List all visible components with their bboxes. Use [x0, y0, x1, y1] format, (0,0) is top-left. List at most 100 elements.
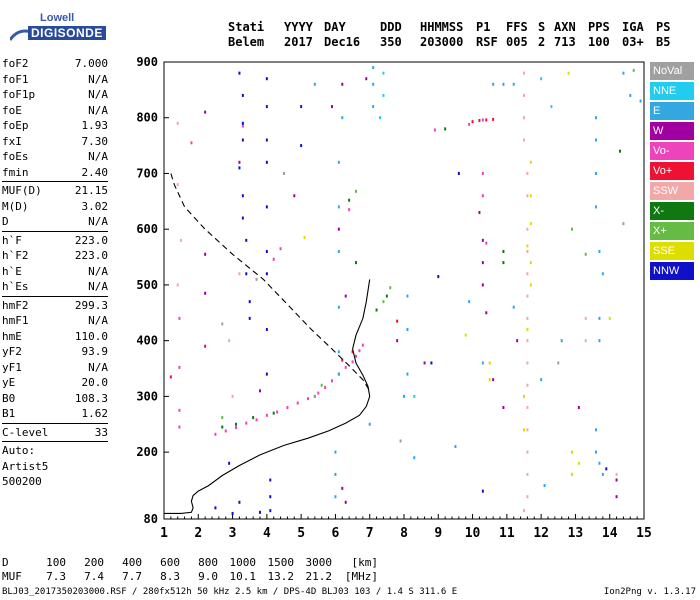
legend-item-nnw: NNW: [650, 262, 694, 280]
param-name: B1: [2, 407, 16, 420]
echo-point-ssw: [526, 428, 529, 432]
echo-point-sse: [577, 461, 580, 465]
header-label-10: IGA: [622, 20, 644, 34]
echo-point-e: [372, 82, 375, 86]
footer-cell: 1000: [229, 556, 257, 569]
x-tick-label: 10: [465, 526, 481, 541]
echo-point-sse: [488, 378, 491, 382]
echo-point-ssw: [523, 71, 525, 75]
echo-point-x: [584, 252, 587, 256]
echo-point-sse: [526, 328, 529, 332]
echo-point-ssw: [526, 294, 529, 298]
echo-point-nne: [540, 77, 543, 81]
echo-point-e: [601, 272, 604, 276]
digisonde-logo: Lowell DIGISONDE: [4, 6, 154, 46]
echo-point-vo: [279, 247, 282, 251]
header-label-0: Stati: [228, 20, 265, 34]
echo-point-x: [619, 149, 621, 153]
echo-point-e: [601, 472, 604, 476]
param-divider: [2, 181, 108, 182]
param-row: hmE 110.0: [2, 329, 108, 345]
header-value-2: Dec16: [324, 35, 361, 49]
echo-point-x: [571, 227, 573, 231]
param-row: hmF1 N/A: [2, 313, 108, 329]
file-info-line: BLJ03_2017350203000.RSF / 280fx512h 50 k…: [2, 587, 696, 597]
param-name: foF1p: [2, 88, 36, 101]
footer-cell: 7.7: [122, 570, 142, 583]
param-row: foEp 1.93: [2, 118, 108, 134]
param-row: M(D) 3.02: [2, 199, 108, 215]
echo-point-e: [413, 456, 416, 460]
echo-point-vo: [471, 120, 474, 124]
echo-point-e: [598, 316, 601, 320]
echo-point-vo: [276, 410, 279, 414]
echo-point-e: [372, 105, 375, 109]
version-info: Ion2Png v. 1.3.17: [603, 587, 696, 597]
echo-point-vo: [255, 418, 258, 422]
param-value: 33: [94, 425, 108, 439]
echo-point-ssw: [526, 194, 529, 198]
footer-d-label: D: [2, 556, 9, 569]
echo-point-w: [341, 82, 344, 86]
x-tick-label: 15: [636, 526, 652, 541]
param-value: 2.40: [81, 165, 109, 179]
param-value: 1.93: [81, 119, 109, 132]
echo-point-w: [492, 378, 495, 382]
echo-point-e: [595, 428, 597, 432]
echo-point-noval: [313, 394, 316, 398]
echo-point-e: [368, 422, 371, 426]
echo-point-nnw: [481, 489, 484, 493]
echo-point-vo: [265, 413, 268, 417]
header-values: Belem 2017 Dec16 350 203000 RSF 005 2 713 100 03+ B…: [228, 35, 676, 50]
header-value-0: Belem: [228, 35, 265, 49]
param-row: foE N/A: [2, 103, 108, 119]
echo-point-vo: [361, 343, 364, 347]
echo-point-sse: [571, 450, 573, 454]
echo-point-e: [372, 66, 375, 70]
echo-point-noval: [283, 171, 285, 175]
param-name: MUF(D): [2, 184, 42, 197]
echo-point-vo: [396, 319, 399, 323]
echo-point-ssw: [526, 383, 529, 387]
x-tick-label: 13: [568, 526, 584, 541]
echo-point-noval: [399, 439, 402, 443]
echo-point-vo: [478, 119, 481, 123]
param-row: MUF(D) 21.15: [2, 183, 108, 199]
echo-point-vo: [324, 385, 327, 389]
echo-point-w: [204, 252, 207, 256]
echo-point-nnw: [241, 194, 244, 198]
echo-point-e: [334, 450, 337, 454]
echo-point-nne: [550, 105, 553, 109]
parameter-table: foF2 7.000 foF1 N/A foF1p N/A foE N/A foEp 1.93 fx…: [2, 56, 108, 490]
param-value: 223.0: [74, 233, 108, 247]
legend-item-sse: SSE: [650, 242, 694, 260]
header-label-3: DDD: [380, 20, 402, 34]
param-name: foEp: [2, 119, 29, 132]
echo-point-nnw: [245, 238, 248, 242]
param-row: fmin 2.40: [2, 165, 108, 181]
echo-point-ssw: [526, 472, 529, 476]
header-value-6: 005: [506, 35, 528, 49]
param-row: h`F2 223.0: [2, 248, 108, 264]
param-value: 7.30: [81, 134, 109, 148]
param-value: 21.15: [74, 184, 108, 197]
echo-point-e: [540, 378, 543, 382]
echo-point-sse: [526, 244, 529, 248]
echo-point-sse: [608, 316, 611, 320]
echo-point-vo: [178, 316, 181, 320]
legend-item-noval: NoVal: [650, 62, 694, 80]
y-tick-label: 600: [136, 222, 158, 236]
param-name: fxI: [2, 134, 22, 148]
param-row: 500200: [2, 474, 108, 490]
echo-point-vo: [317, 391, 320, 395]
echo-point-ssw: [523, 509, 525, 513]
param-row: foF1 N/A: [2, 72, 108, 88]
header-value-9: 100: [588, 35, 610, 49]
header-label-6: FFS: [506, 20, 528, 34]
echo-point-e: [454, 445, 457, 449]
echo-point-e: [622, 71, 625, 75]
param-value: N/A: [88, 360, 108, 374]
echo-point-sse: [464, 333, 467, 337]
echo-point-vo: [245, 421, 248, 425]
echo-point-vo: [204, 344, 207, 348]
